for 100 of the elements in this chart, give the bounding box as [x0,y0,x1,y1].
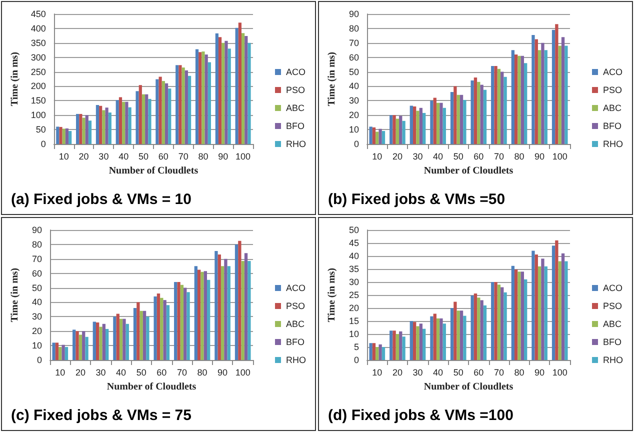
x-tick-label: 30 [96,368,106,378]
x-tick-label: 90 [218,152,228,162]
bar [188,76,192,144]
y-tick-label: 10 [348,124,359,135]
bar [154,296,157,360]
y-tick-label: 350 [30,38,46,48]
bar [76,331,79,360]
y-tick-label: 150 [30,96,46,106]
bar [564,46,568,144]
bar [474,293,478,360]
bar [156,294,160,360]
y-tick-label: 90 [348,9,359,19]
bar [520,56,524,144]
bar [182,67,185,144]
y-tick-label: 50 [32,282,42,293]
bar [184,288,187,360]
bar [416,326,420,360]
y-tick-label: 60 [32,268,42,278]
bar [497,68,501,144]
bar [162,81,165,144]
y-tick-label: 30 [348,277,359,287]
bar [514,54,518,144]
bar [372,127,376,144]
bar [72,330,76,360]
bar [558,46,562,144]
bar [504,292,507,360]
legend-label: ACO [603,283,623,293]
bar [68,131,72,144]
y-tick-label: 40 [348,251,359,261]
bar [416,110,420,144]
bar [378,344,382,360]
text: (a) Fixed jobs & VMs = 10 [11,191,192,208]
legend-label: ACO [286,67,306,77]
bar [480,300,484,360]
bar [148,98,152,144]
legend-label: PSO [286,301,306,311]
bar [241,261,244,360]
x-tick-label: 40 [433,368,444,378]
bar [142,94,146,144]
x-tick-label: 10 [55,368,66,378]
bar [440,102,443,144]
x-tick-label: 100 [552,368,568,378]
bar [244,36,248,144]
bar [118,97,122,144]
x-tick-label: 40 [433,152,444,162]
y-tick-label: 100 [30,110,46,120]
bar [422,328,426,360]
bar [442,108,446,144]
bar [224,258,228,360]
y-tick-label: 5 [354,342,359,352]
bar [62,128,66,144]
legend-label: BFO [286,337,305,347]
x-tick-label: 60 [474,368,484,378]
y-tick-label: 450 [30,9,46,19]
bar [52,342,56,360]
x-tick-label: 90 [534,368,545,378]
y-tick-label: 50 [348,225,359,235]
legend-label: ABC [286,103,306,113]
bar [369,343,372,360]
legend-label: ABC [603,103,622,113]
text: (d) Fixed jobs & VMs =100 [328,407,514,424]
bar [85,336,88,360]
bar [108,112,112,144]
x-tick-label: 60 [156,368,167,378]
bar [413,106,416,144]
y-axis-title: Time (in ms) [326,268,338,322]
bar [470,80,474,144]
bar [558,261,562,360]
bar [402,336,406,360]
x-tick-label: 30 [98,152,109,162]
bar [184,70,188,144]
bar [532,250,535,360]
bar [62,344,65,360]
bar [136,302,140,360]
bar [450,92,454,144]
bar [538,266,542,360]
bar [174,282,178,360]
y-tick-label: 0 [354,355,359,365]
bar [125,102,128,144]
bar [204,271,207,360]
legend-label: ABC [603,319,622,329]
bar [561,253,565,360]
x-tick-label: 10 [58,152,69,162]
bar [227,266,230,360]
y-tick-label: 35 [348,264,359,274]
bar [215,33,218,144]
y-axis-title: Time (in ms) [326,52,338,106]
bar [96,105,100,144]
bar [138,85,142,144]
legend-label: ABC [286,319,306,329]
x-tick-label: 70 [176,368,187,378]
bar [76,114,80,144]
bar [142,310,146,360]
bar [436,102,440,144]
bar [392,330,396,360]
bar [544,266,548,360]
legend-label: BFO [603,337,622,347]
bar [433,98,436,144]
bar [477,82,480,144]
x-tick-label: 10 [372,368,382,378]
